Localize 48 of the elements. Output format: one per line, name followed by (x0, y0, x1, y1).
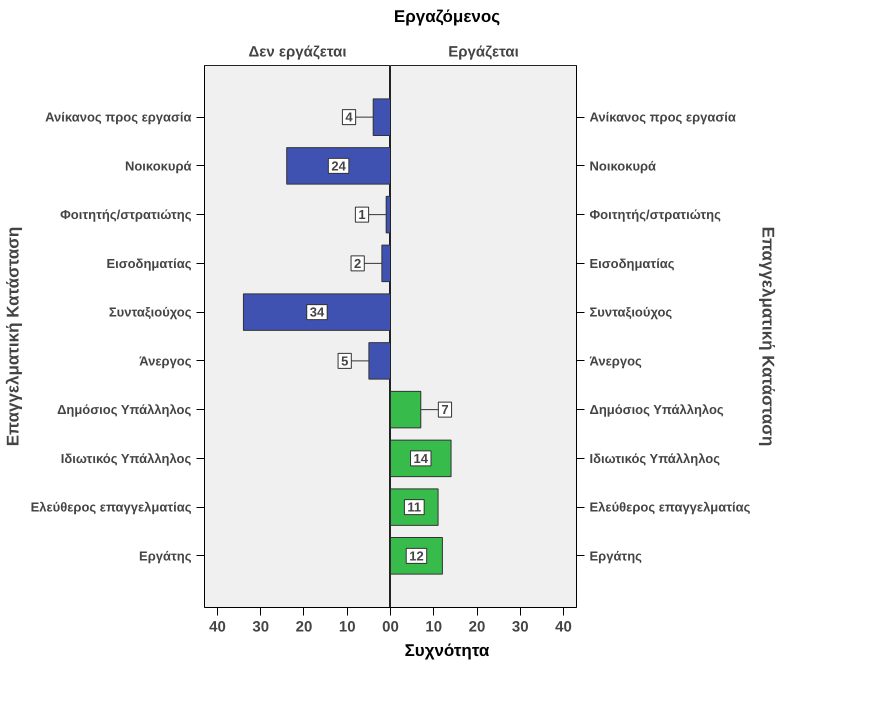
y-tick-label: Ανίκανος προς εργασία (590, 110, 736, 125)
chart-title: Δεν εργάζεται (248, 44, 347, 60)
y-tick-label: Εισοδηματίας (590, 256, 675, 271)
y-tick-label: Φοιτητής/στρατιώτης (60, 207, 192, 222)
y-tick-label: Ανίκανος προς εργασία (45, 110, 192, 125)
y-tick-label: Δημόσιος Υπάλληλος (590, 402, 724, 418)
text: Εργαζόμενος (394, 6, 500, 28)
data-label: 24 (331, 158, 347, 174)
data-label: 34 (310, 304, 325, 320)
y-tick-label: Νοικοκυρά (590, 158, 656, 174)
bar (286, 147, 390, 185)
x-tick-label: 20 (468, 618, 486, 636)
y-tick-label: Φοιτητής/στρατιώτης (590, 207, 722, 222)
y-tick-label: Εισοδηματίας (106, 256, 192, 271)
y-tick-label: Ελεύθερος επαγγελματίας (590, 500, 751, 515)
x-tick-label: 40 (555, 618, 572, 636)
x-tick-label: 0 (390, 618, 399, 636)
x-tick-label: 30 (512, 618, 529, 636)
x-tick-label: 0 (382, 618, 390, 636)
data-label: 4 (345, 110, 354, 125)
y-tick-label: Ιδιωτικός Υπάλληλος (590, 450, 720, 466)
x-tick-label: 40 (209, 618, 226, 636)
y-tick-label: Νοικοκυρά (124, 158, 192, 174)
x-tick-label: 20 (296, 618, 312, 636)
data-label: 12 (409, 548, 424, 564)
x-tick-label: 10 (425, 618, 442, 636)
y2-axis-title: Επαγγελματική Κατάσταση (758, 226, 778, 446)
y-axis-title: Επαγγελματική Κατάσταση (4, 226, 23, 446)
x-axis-title: Συχνότητα (404, 640, 490, 662)
data-label: 11 (407, 500, 422, 515)
data-label: 1 (358, 207, 366, 222)
bar (242, 293, 390, 331)
x-tick-label: 10 (338, 618, 356, 636)
data-label: 14 (414, 450, 429, 466)
y-tick-label: Άνεργος (590, 353, 642, 368)
y-tick-label: Συνταξιούχος (108, 304, 192, 320)
data-label: 5 (341, 353, 348, 368)
data-label: 7 (441, 402, 449, 418)
y-tick-label: Εργάτης (590, 548, 642, 564)
y-tick-label: Εργάτης (139, 548, 192, 564)
y-tick-label: Άνεργος (139, 353, 192, 368)
x-tick-label: 30 (252, 618, 270, 636)
data-label: 2 (354, 256, 362, 271)
y-tick-label: Δημόσιος Υπάλληλος (57, 402, 192, 418)
y-tick-label: Συνταξιούχος (590, 304, 672, 320)
chart-title: Εργάζεται (448, 44, 519, 60)
y-tick-label: Ιδιωτικός Υπάλληλος (60, 450, 192, 466)
y-tick-label: Ελεύθερος επαγγελματίας (30, 500, 192, 515)
